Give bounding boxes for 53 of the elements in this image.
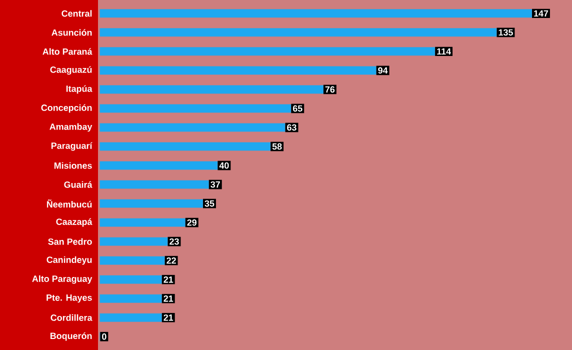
y-tick-label: Concepción [41, 104, 92, 113]
y-tick-label: Alto Paraná [42, 48, 92, 55]
data-label: 135 [498, 29, 513, 36]
data-label: 94 [378, 67, 388, 74]
y-tick-label: Ñeembucú [46, 199, 92, 208]
data-label: 21 [164, 276, 174, 283]
data-label: 0 [102, 333, 106, 340]
data-label: 23 [170, 238, 179, 245]
data-label: 21 [164, 314, 174, 321]
data-label: 40 [219, 162, 229, 169]
y-tick-label: Paraguarí [51, 142, 92, 151]
data-label: 114 [437, 48, 451, 55]
y-tick-label: Alto Paraguay [32, 275, 92, 284]
y-tick-label: San Pedro [48, 238, 92, 245]
data-label: 76 [325, 86, 335, 93]
y-tick-label: Asunción [52, 29, 92, 36]
bar [100, 66, 376, 75]
bar [100, 180, 209, 189]
bar [100, 199, 204, 208]
y-tick-label: Caaguazú [50, 66, 92, 75]
y-tick-label: Amambay [50, 123, 92, 132]
data-label: 21 [164, 295, 174, 302]
y-tick-label: Guairá [64, 181, 92, 188]
data-label: 63 [287, 124, 296, 131]
y-tick-label: Cordillera [50, 314, 92, 321]
bar [100, 275, 162, 284]
y-tick-label: Canindeyu [46, 256, 92, 265]
bar [100, 237, 168, 246]
bar [100, 142, 271, 151]
bar [100, 218, 186, 227]
data-label: 65 [292, 105, 302, 112]
bar [100, 104, 292, 113]
y-tick-label: Central [62, 10, 92, 17]
y-tick-label: Pte. Hayes [46, 294, 92, 303]
y-tick-label: Boquerón [50, 332, 92, 341]
bar [100, 294, 162, 303]
bar [100, 256, 165, 265]
y-tick-label: Caazapá [56, 218, 92, 227]
bar [100, 9, 532, 18]
data-label: 37 [210, 181, 220, 188]
data-label: 29 [187, 219, 197, 226]
y-tick-label: Misiones [54, 162, 92, 169]
bar [100, 313, 162, 322]
bar [100, 161, 218, 170]
bar [100, 47, 436, 56]
bar [100, 85, 324, 94]
bar [100, 123, 286, 132]
data-label: 22 [166, 257, 176, 264]
data-label: 35 [204, 200, 214, 207]
data-label: 147 [534, 10, 548, 16]
data-label: 58 [272, 143, 282, 150]
bar [100, 28, 497, 37]
y-tick-label: Itapúa [66, 85, 92, 94]
